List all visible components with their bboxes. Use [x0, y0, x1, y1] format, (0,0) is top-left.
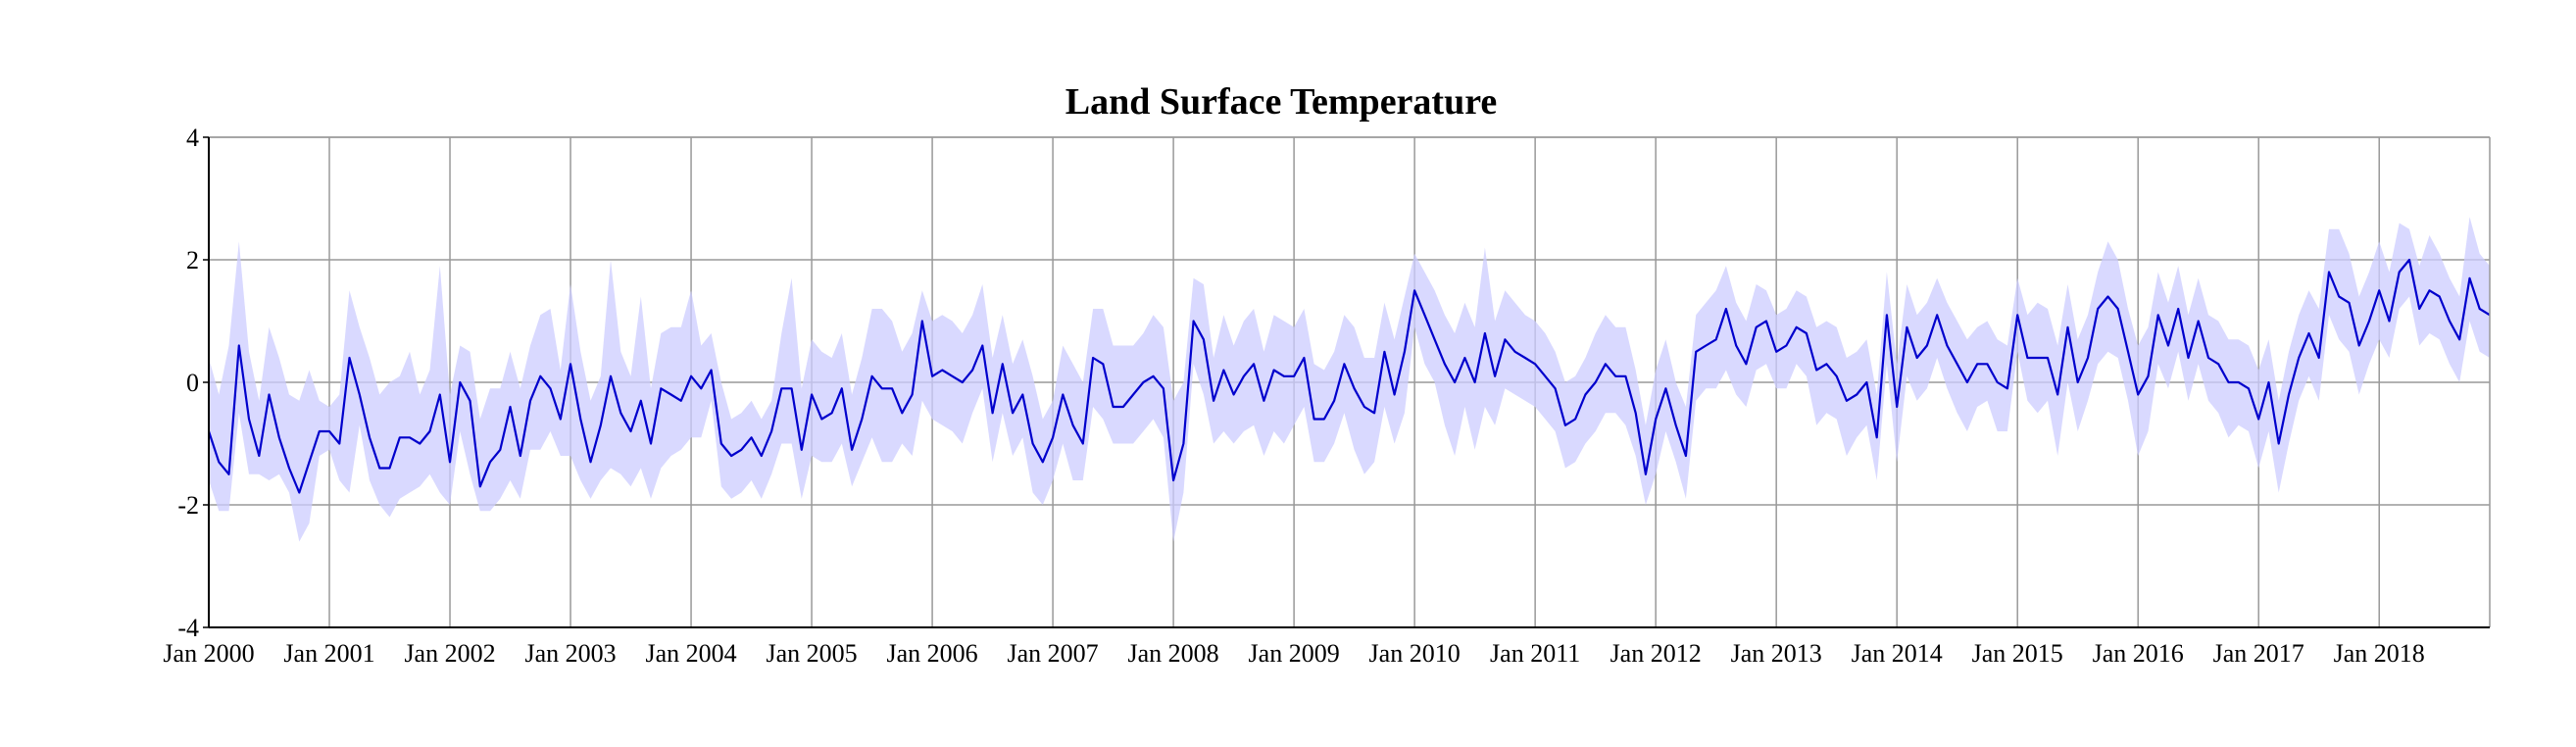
x-axis-ticks: Jan 2000 Jan 2001 Jan 2002 Jan 2003 Jan 2004… [163, 639, 2424, 668]
x-tick-label: Jan 2001 [283, 639, 374, 668]
x-tick-label: Jan 2007 [1008, 639, 1099, 668]
x-tick-label: Jan 2000 [163, 639, 254, 668]
x-tick-label: Jan 2009 [1249, 639, 1340, 668]
y-tick-label: 4 [186, 124, 199, 152]
x-tick-label: Jan 2004 [645, 639, 736, 668]
x-tick-label: Jan 2005 [766, 639, 857, 668]
y-tick-label: -2 [177, 491, 199, 520]
x-tick-label: Jan 2017 [2213, 639, 2304, 668]
chart-title: Land Surface Temperature [1065, 81, 1498, 123]
y-tick-label: 2 [186, 246, 199, 274]
confidence-band [209, 217, 2490, 542]
data-series [207, 258, 2491, 494]
y-axis-ticks: 4 2 0 -2 -4 [177, 124, 209, 642]
y-tick-label: 0 [186, 369, 199, 397]
axes [208, 136, 2491, 628]
x-tick-label: Jan 2018 [2334, 639, 2425, 668]
x-tick-label: Jan 2014 [1852, 639, 1943, 668]
x-tick-label: Jan 2010 [1369, 639, 1461, 668]
x-tick-label: Jan 2013 [1731, 639, 1822, 668]
x-tick-label: Jan 2006 [886, 639, 977, 668]
x-tick-label: Jan 2003 [524, 639, 616, 668]
x-tick-label: Jan 2011 [1490, 639, 1580, 668]
x-tick-label: Jan 2016 [2093, 639, 2184, 668]
x-tick-label: Jan 2002 [404, 639, 495, 668]
x-tick-label: Jan 2012 [1610, 639, 1702, 668]
temperature-line [207, 258, 2491, 494]
y-tick-label: -4 [177, 614, 199, 642]
x-tick-label: Jan 2008 [1128, 639, 1219, 668]
uncertainty-band [209, 217, 2490, 542]
x-tick-label: Jan 2015 [1972, 639, 2063, 668]
